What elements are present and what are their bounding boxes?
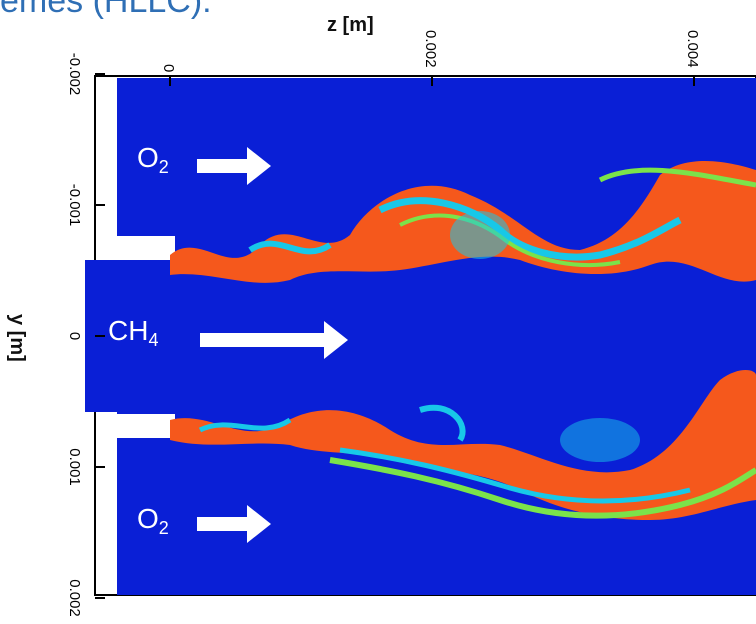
lower-flame-edge-4	[198, 417, 292, 433]
upper-flame-edge-4	[598, 167, 756, 188]
upper-vortex	[450, 211, 510, 259]
fuel-label: CH4	[108, 315, 159, 350]
lower-flame-edge-3	[419, 404, 466, 442]
lower-injector-lip	[117, 414, 175, 438]
y-tick-label: -0.002	[66, 53, 83, 96]
lower-oxidizer-arrow	[197, 505, 271, 543]
lower-flame-region	[170, 370, 756, 520]
upper-flame-edge-1	[378, 197, 682, 261]
upper-flame-edge-3	[248, 240, 332, 255]
fuel-arrow	[200, 321, 348, 359]
x-tick-label: 0.002	[422, 30, 439, 68]
y-tick-label: 0.001	[66, 448, 83, 486]
x-tick-label: 0.004	[684, 30, 701, 68]
lower-vortex	[560, 418, 640, 462]
flame-structures	[170, 160, 756, 520]
upper-injector-lip	[117, 236, 175, 260]
lower-flame-edge-2	[339, 447, 691, 504]
lower-flame-edge-1	[329, 457, 756, 519]
y-tick-label: 0	[66, 332, 83, 340]
x-axis-title: z [m]	[327, 14, 374, 36]
lower-oxidizer-label: O2	[137, 503, 169, 538]
y-tick-label: 0.002	[66, 579, 83, 617]
y-tick-label: -0.001	[66, 184, 83, 227]
upper-oxidizer-label: O2	[137, 142, 169, 177]
x-tick-label: 0	[160, 64, 177, 72]
slide-title-fragment: emes (HLLC):	[0, 0, 212, 20]
upper-oxidizer-arrow	[197, 147, 271, 185]
